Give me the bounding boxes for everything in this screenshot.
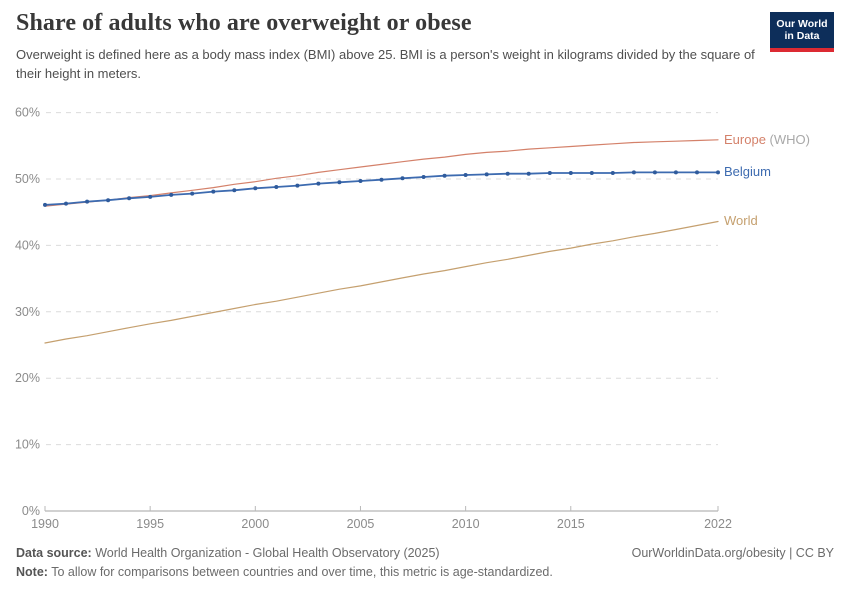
chart-title: Share of adults who are overweight or ob… <box>16 10 472 36</box>
series-line-belgium[interactable] <box>44 171 719 206</box>
y-axis-tick-label: 10% <box>15 438 40 452</box>
series-label-text: Europe <box>724 131 766 147</box>
note-line: Note: To allow for comparisons between c… <box>16 565 834 579</box>
data-point-marker[interactable] <box>463 173 468 177</box>
data-point-marker[interactable] <box>589 171 594 175</box>
data-point-marker[interactable] <box>211 189 216 194</box>
data-point-marker[interactable] <box>695 170 699 175</box>
data-point-marker[interactable] <box>673 170 678 175</box>
series-line-europe[interactable] <box>44 139 719 207</box>
x-axis-tick-label: 1990 <box>31 517 59 531</box>
data-point-marker[interactable] <box>253 186 258 191</box>
data-point-marker[interactable] <box>316 181 321 186</box>
data-point-marker[interactable] <box>484 172 489 177</box>
x-axis-tick-label: 2022 <box>704 517 732 531</box>
data-point-marker[interactable] <box>106 198 111 203</box>
data-point-marker[interactable] <box>148 194 153 199</box>
data-point-marker[interactable] <box>442 173 447 178</box>
data-point-marker[interactable] <box>190 191 195 196</box>
line-chart-svg: 0% 10% 20% 30% 40% 50% 60% 1990 1995 2000 2005 2010… <box>15 106 732 531</box>
x-axis-tick-label: 2010 <box>452 517 480 531</box>
y-axis-tick-label: 50% <box>15 172 40 186</box>
data-point-marker[interactable] <box>652 170 657 175</box>
y-axis-tick-label: 60% <box>15 106 40 120</box>
data-point-marker[interactable] <box>85 199 90 204</box>
data-point-marker[interactable] <box>127 196 132 201</box>
data-point-marker[interactable] <box>631 170 636 175</box>
data-point-marker[interactable] <box>610 171 615 175</box>
data-point-marker[interactable] <box>337 180 342 185</box>
data-point-marker[interactable] <box>64 201 68 206</box>
series-label-europe[interactable]: Europe (WHO) <box>724 132 810 147</box>
x-axis-tick-label: 2000 <box>241 517 269 531</box>
chart-footer: Data source: World Health Organization -… <box>16 546 834 579</box>
data-point-marker[interactable] <box>568 171 573 175</box>
x-axis-tick-label: 2005 <box>347 517 375 531</box>
series-label-suffix: (WHO) <box>765 131 810 147</box>
series-label-world[interactable]: World <box>724 213 758 228</box>
data-source-text: World Health Organization - Global Healt… <box>91 546 440 560</box>
data-point-marker[interactable] <box>547 171 552 175</box>
y-axis-tick-label: 0% <box>22 504 40 518</box>
x-axis-tick-label: 2015 <box>557 517 585 531</box>
data-point-marker[interactable] <box>169 192 174 197</box>
x-axis-tick-label: 1995 <box>136 517 164 531</box>
y-axis-tick-label: 20% <box>15 371 40 385</box>
data-point-marker[interactable] <box>274 185 279 189</box>
series-label-text: Belgium <box>724 164 771 180</box>
attribution-link[interactable]: OurWorldinData.org/obesity | CC BY <box>631 546 834 560</box>
data-point-marker[interactable] <box>43 202 47 207</box>
data-point-marker[interactable] <box>295 183 300 188</box>
data-point-marker[interactable] <box>358 179 363 183</box>
owid-logo-line2: in Data <box>784 30 820 42</box>
data-point-marker[interactable] <box>526 171 531 176</box>
data-source-line: Data source: World Health Organization -… <box>16 546 440 560</box>
series-line-world[interactable] <box>44 220 719 344</box>
data-point-marker[interactable] <box>505 171 510 176</box>
chart-header: Share of adults who are overweight or ob… <box>16 10 834 84</box>
data-point-marker[interactable] <box>421 175 426 179</box>
chart-plot-area: 0% 10% 20% 30% 40% 50% 60% 1990 1995 2000 2005 2010… <box>0 100 850 545</box>
series-label-belgium[interactable]: Belgium <box>724 164 771 179</box>
data-point-marker[interactable] <box>379 177 384 182</box>
note-text: To allow for comparisons between countri… <box>47 565 553 579</box>
note-label: Note: <box>16 565 48 579</box>
data-source-label: Data source: <box>16 546 92 560</box>
owid-logo: Our World in Data <box>770 12 834 52</box>
y-axis-tick-label: 40% <box>15 238 40 252</box>
data-point-marker[interactable] <box>400 176 405 181</box>
chart-subtitle: Overweight is defined here as a body mas… <box>16 47 755 81</box>
y-axis-tick-label: 30% <box>15 305 40 319</box>
data-point-marker[interactable] <box>232 188 237 193</box>
owid-logo-line1: Our World <box>776 17 828 30</box>
data-point-marker[interactable] <box>716 170 720 175</box>
series-label-text: World <box>724 213 758 229</box>
